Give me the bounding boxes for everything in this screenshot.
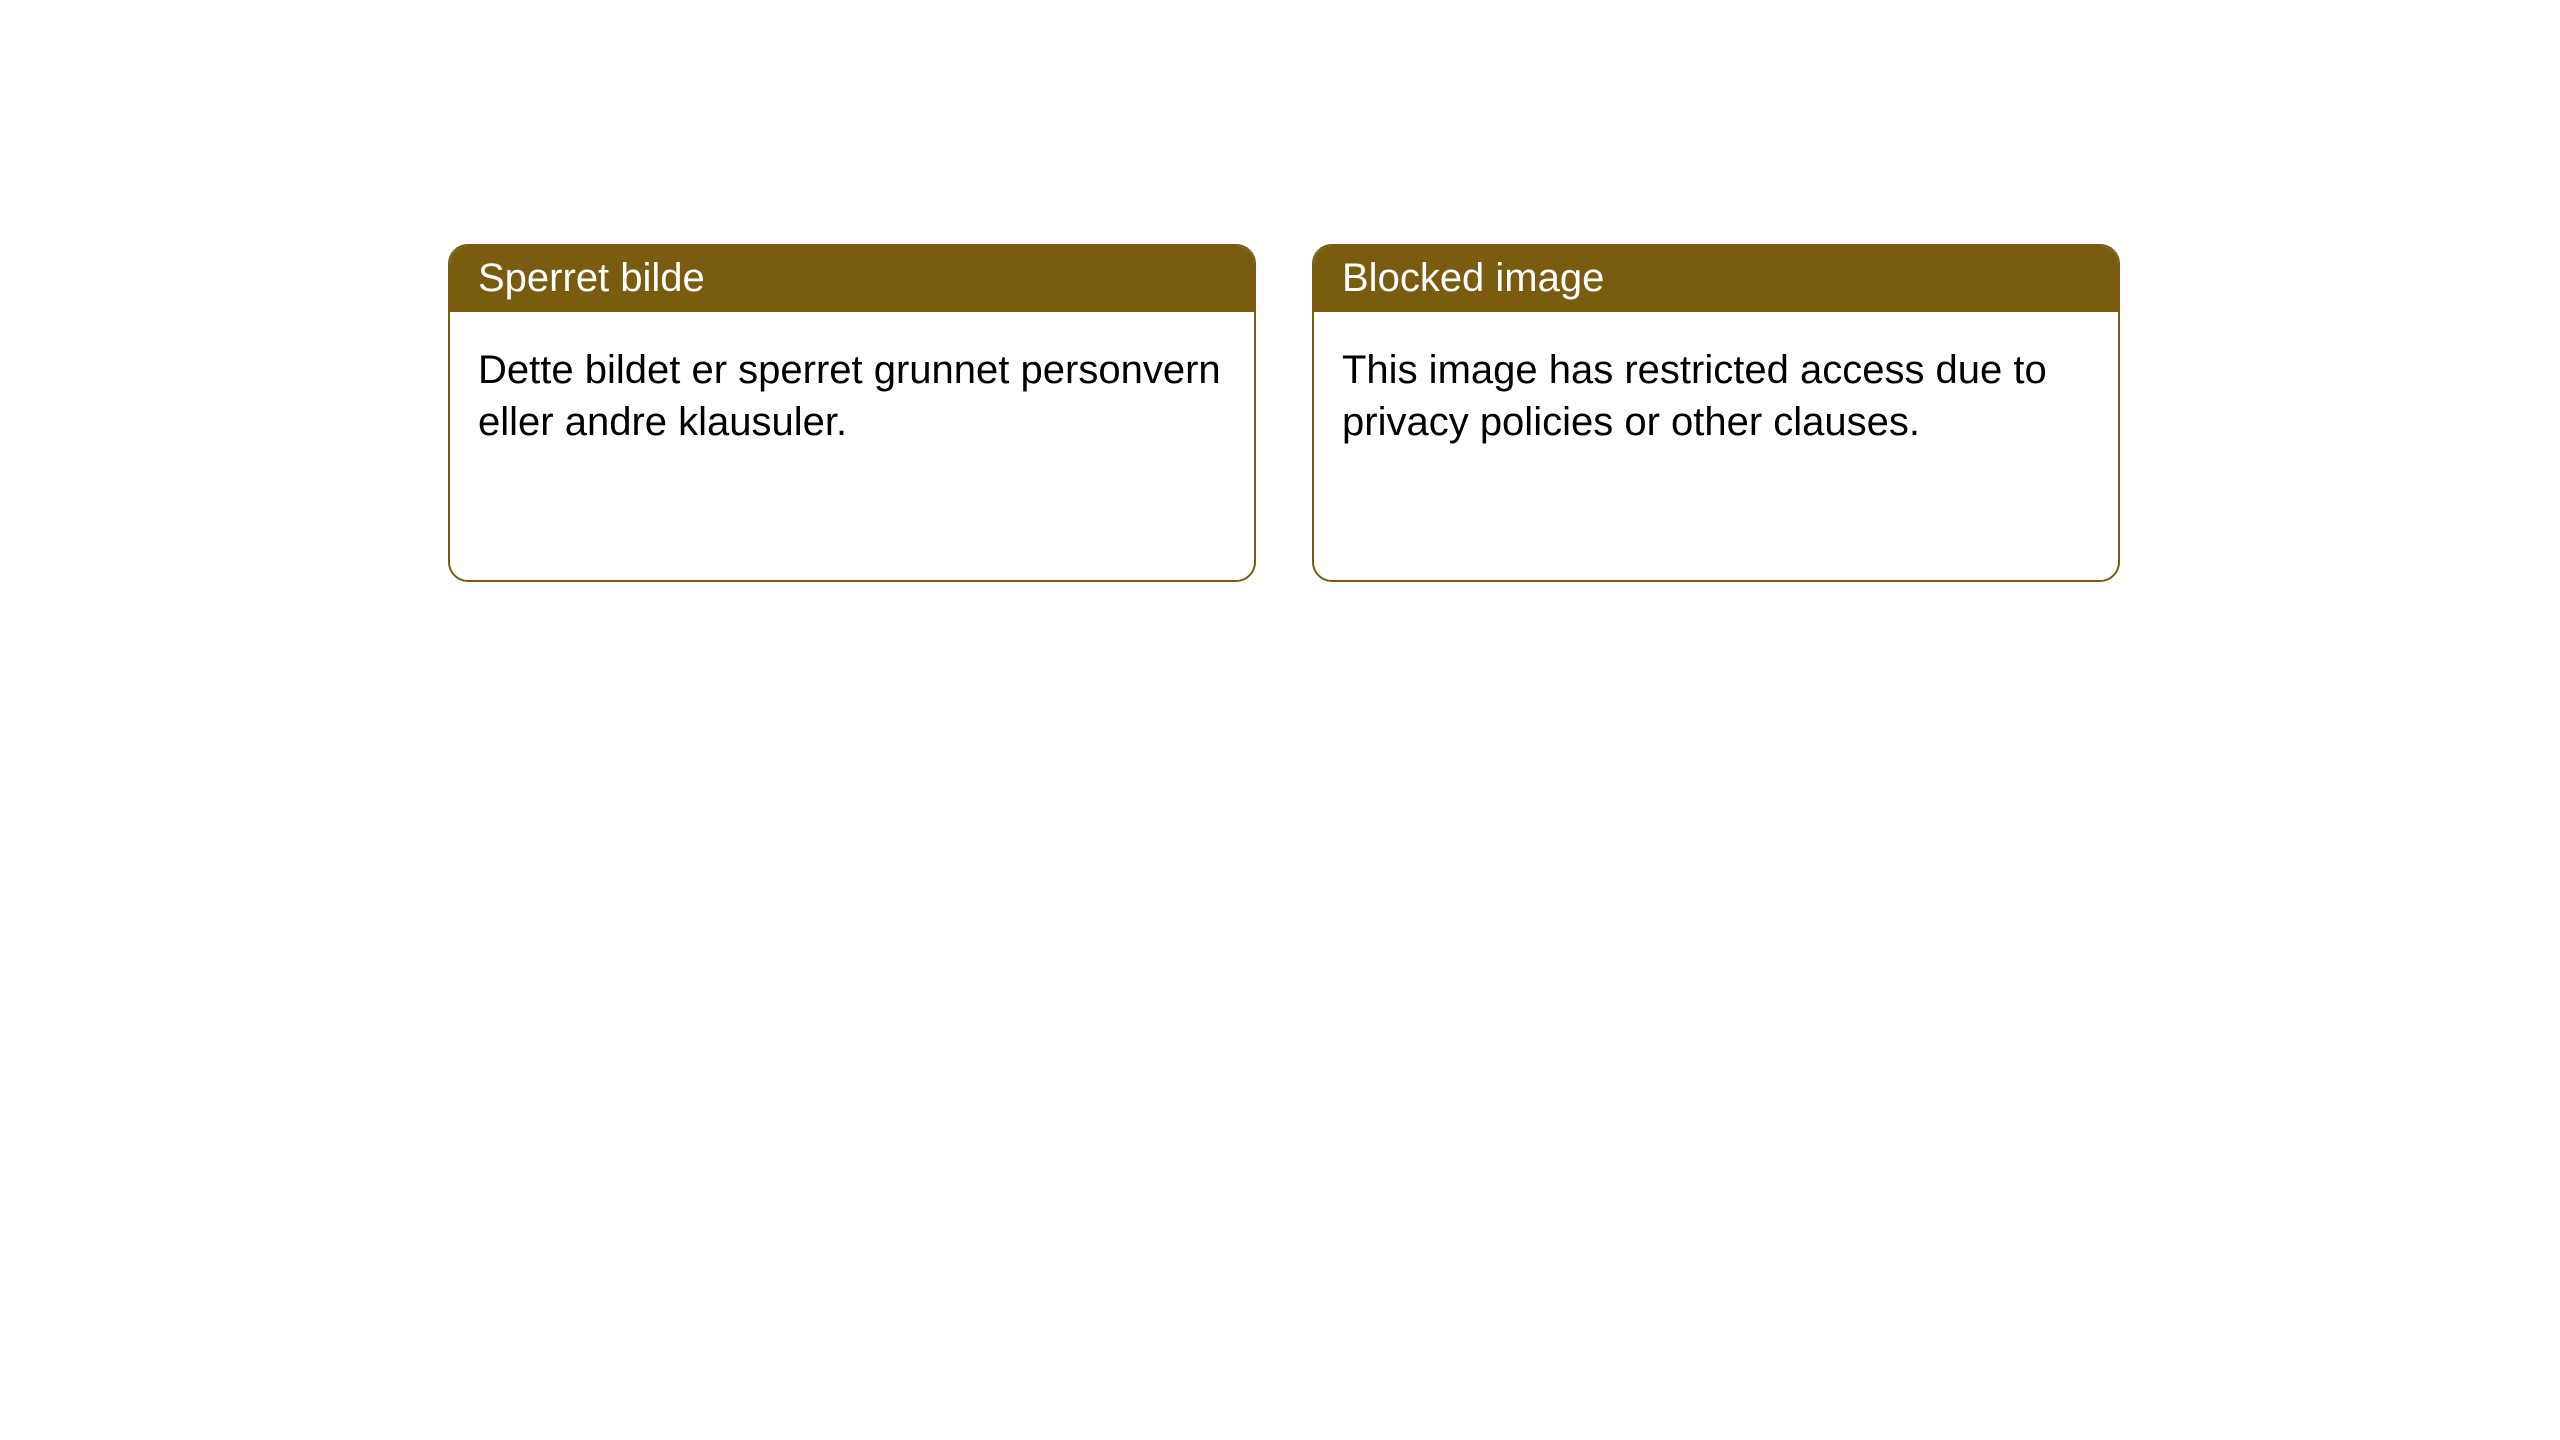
card-body: Dette bildet er sperret grunnet personve… <box>450 312 1254 480</box>
card-body: This image has restricted access due to … <box>1314 312 2118 480</box>
card-header: Blocked image <box>1314 246 2118 312</box>
blocked-image-card-norwegian: Sperret bilde Dette bildet er sperret gr… <box>448 244 1256 582</box>
card-header: Sperret bilde <box>450 246 1254 312</box>
blocked-image-card-english: Blocked image This image has restricted … <box>1312 244 2120 582</box>
notice-container: Sperret bilde Dette bildet er sperret gr… <box>0 0 2560 582</box>
